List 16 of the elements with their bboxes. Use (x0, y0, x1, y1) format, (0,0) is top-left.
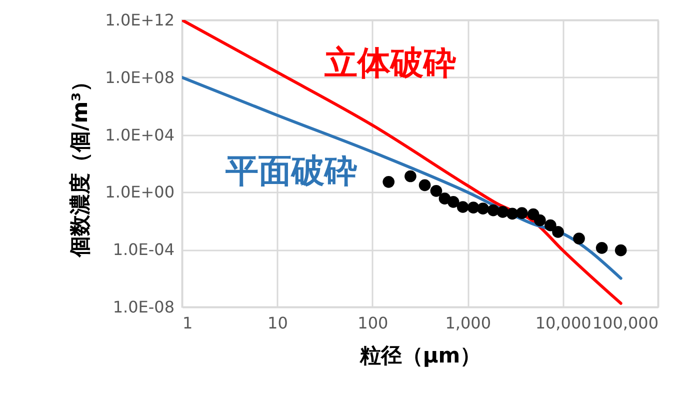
y-tick-label: 1.0E-04 (112, 240, 174, 260)
x-tick-label: 100 (358, 314, 388, 332)
y-tick-label: 1.0E+12 (105, 10, 174, 30)
x-tick-label: 1,000 (445, 314, 492, 332)
x-tick-label: 1 (182, 314, 193, 332)
y-tick-label: 1.0E+04 (105, 125, 174, 144)
y-tick-label: 1.0E-08 (112, 298, 174, 316)
y-axis-title: 個数濃度（個/m³） (68, 71, 92, 258)
x-axis-title: 粒径（μm） (358, 344, 482, 368)
y-tick-label: 1.0E+08 (105, 68, 174, 87)
x-tick-label: 10,000 (535, 314, 592, 332)
y-tick-label: 1.0E+00 (105, 182, 174, 202)
series-label: 平面破砕 (224, 151, 358, 190)
x-tick-label: 10 (268, 314, 288, 332)
x-tick-label: 100,000 (592, 314, 658, 332)
series-label: 立体破砕 (323, 43, 456, 82)
